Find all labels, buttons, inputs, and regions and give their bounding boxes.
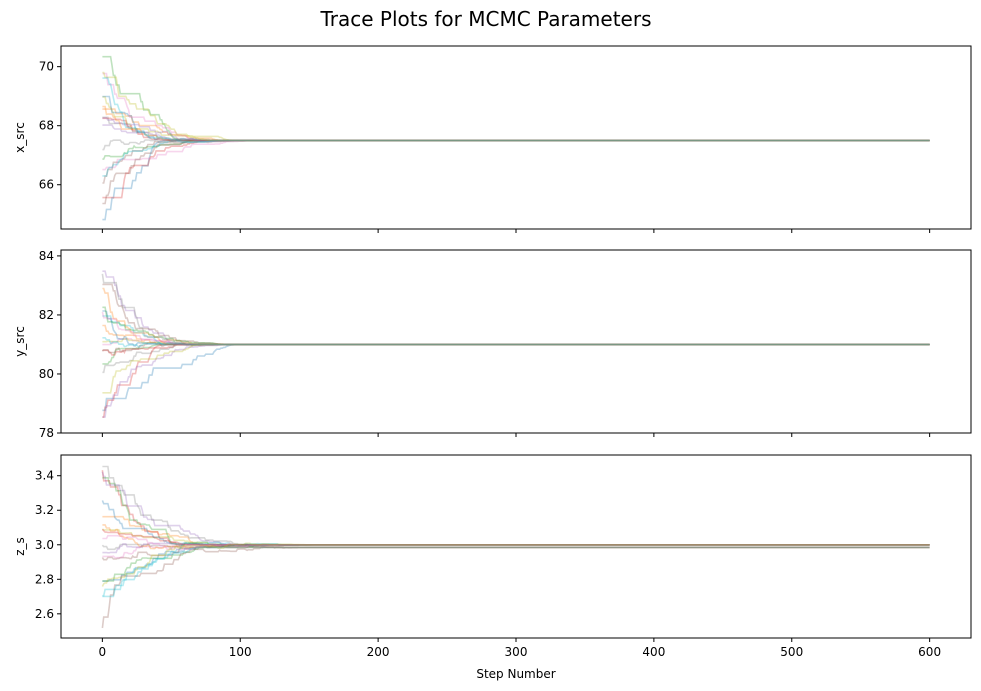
y-tick-label: 68 (39, 119, 54, 133)
walker-trace (101, 273, 930, 346)
walker-trace (102, 108, 930, 142)
walker-trace (101, 543, 930, 551)
walker-trace (102, 77, 930, 143)
walker-trace (102, 324, 930, 346)
walker-traces (102, 55, 930, 221)
walker-trace (102, 283, 930, 346)
walker-trace (102, 542, 930, 554)
walker-trace (102, 71, 930, 142)
walker-trace (101, 542, 930, 587)
y-tick-label: 66 (39, 178, 54, 192)
walker-trace (102, 270, 930, 346)
walker-trace (101, 528, 930, 546)
walker-trace (102, 546, 930, 598)
y-tick-label: 70 (39, 60, 54, 74)
walker-trace (102, 139, 930, 160)
walker-trace (102, 343, 930, 365)
walker-trace (102, 465, 930, 546)
walker-trace (102, 543, 930, 582)
walker-trace (102, 139, 930, 151)
walker-trace (102, 139, 930, 205)
walker-trace (102, 515, 930, 548)
panels-group: 66 68 70 x_src 78 80 82 84 y_src 2.6 2.8 3.0 3.2 3.4 z… (13, 45, 972, 659)
walker-trace (102, 139, 930, 171)
panel-y_src: 78 80 82 84 y_src (13, 249, 972, 440)
walker-trace (101, 500, 930, 546)
x-tick-label: 400 (642, 645, 665, 659)
walker-trace (102, 315, 930, 346)
walker-trace (102, 336, 930, 348)
walker-trace (102, 543, 930, 559)
walker-trace (101, 528, 930, 546)
walker-trace (102, 343, 930, 394)
walker-trace (102, 310, 930, 347)
walker-trace (102, 338, 930, 346)
walker-trace (102, 124, 930, 142)
x-tick-label: 100 (229, 645, 252, 659)
walker-trace (102, 72, 930, 142)
walker-trace (102, 139, 930, 177)
walker-trace (102, 116, 930, 142)
walker-trace (102, 476, 930, 548)
walker-trace (102, 139, 930, 199)
y-tick-label: 84 (39, 249, 54, 263)
walker-trace (101, 471, 930, 546)
y-axis-label: z_s (13, 537, 27, 556)
y-axis-label: x_src (13, 122, 27, 153)
y-tick-label: 2.6 (35, 607, 54, 621)
walker-trace (101, 470, 930, 549)
walker-trace (102, 105, 930, 142)
walker-trace (101, 543, 930, 561)
panel-x_src: 66 68 70 x_src (13, 45, 972, 233)
y-tick-label: 3.0 (35, 538, 54, 552)
x-axis-label: Step Number (476, 667, 555, 681)
walker-trace (102, 543, 930, 583)
walker-trace (102, 524, 930, 550)
y-axis-label: y_src (13, 326, 27, 357)
y-tick-label: 80 (39, 367, 54, 381)
walker-trace (101, 546, 930, 629)
walker-trace (102, 337, 930, 346)
figure-title: Trace Plots for MCMC Parameters (319, 7, 651, 31)
y-tick-label: 82 (39, 308, 54, 322)
x-tick-label: 300 (505, 645, 528, 659)
walker-trace (102, 534, 930, 551)
panel-z_s: 2.6 2.8 3.0 3.2 3.4 z_s 0 100 200 300 400 500 600 (13, 454, 972, 659)
walker-trace (102, 287, 930, 346)
walker-trace (102, 117, 930, 143)
x-tick-label: 200 (367, 645, 390, 659)
walker-trace (102, 541, 930, 597)
walker-trace (102, 117, 930, 143)
y-tick-label: 2.8 (35, 572, 54, 586)
walker-trace (102, 343, 930, 418)
walker-trace (102, 96, 930, 142)
walker-trace (101, 311, 930, 346)
walker-trace (102, 343, 930, 412)
walker-trace (102, 139, 930, 184)
x-tick-label: 600 (918, 645, 941, 659)
walker-trace (102, 343, 930, 419)
walker-trace (102, 343, 930, 356)
walker-trace (101, 341, 930, 354)
x-tick-label: 500 (780, 645, 803, 659)
y-tick-label: 78 (39, 426, 54, 440)
y-tick-label: 3.4 (35, 469, 54, 483)
walker-trace (102, 55, 930, 142)
walker-trace (102, 306, 930, 346)
walker-trace (102, 139, 930, 221)
walker-traces (101, 270, 930, 419)
walker-traces (101, 465, 930, 629)
y-tick-label: 3.2 (35, 503, 54, 517)
x-tick-label: 0 (99, 645, 107, 659)
walker-trace (102, 95, 930, 142)
walker-trace (102, 342, 930, 374)
